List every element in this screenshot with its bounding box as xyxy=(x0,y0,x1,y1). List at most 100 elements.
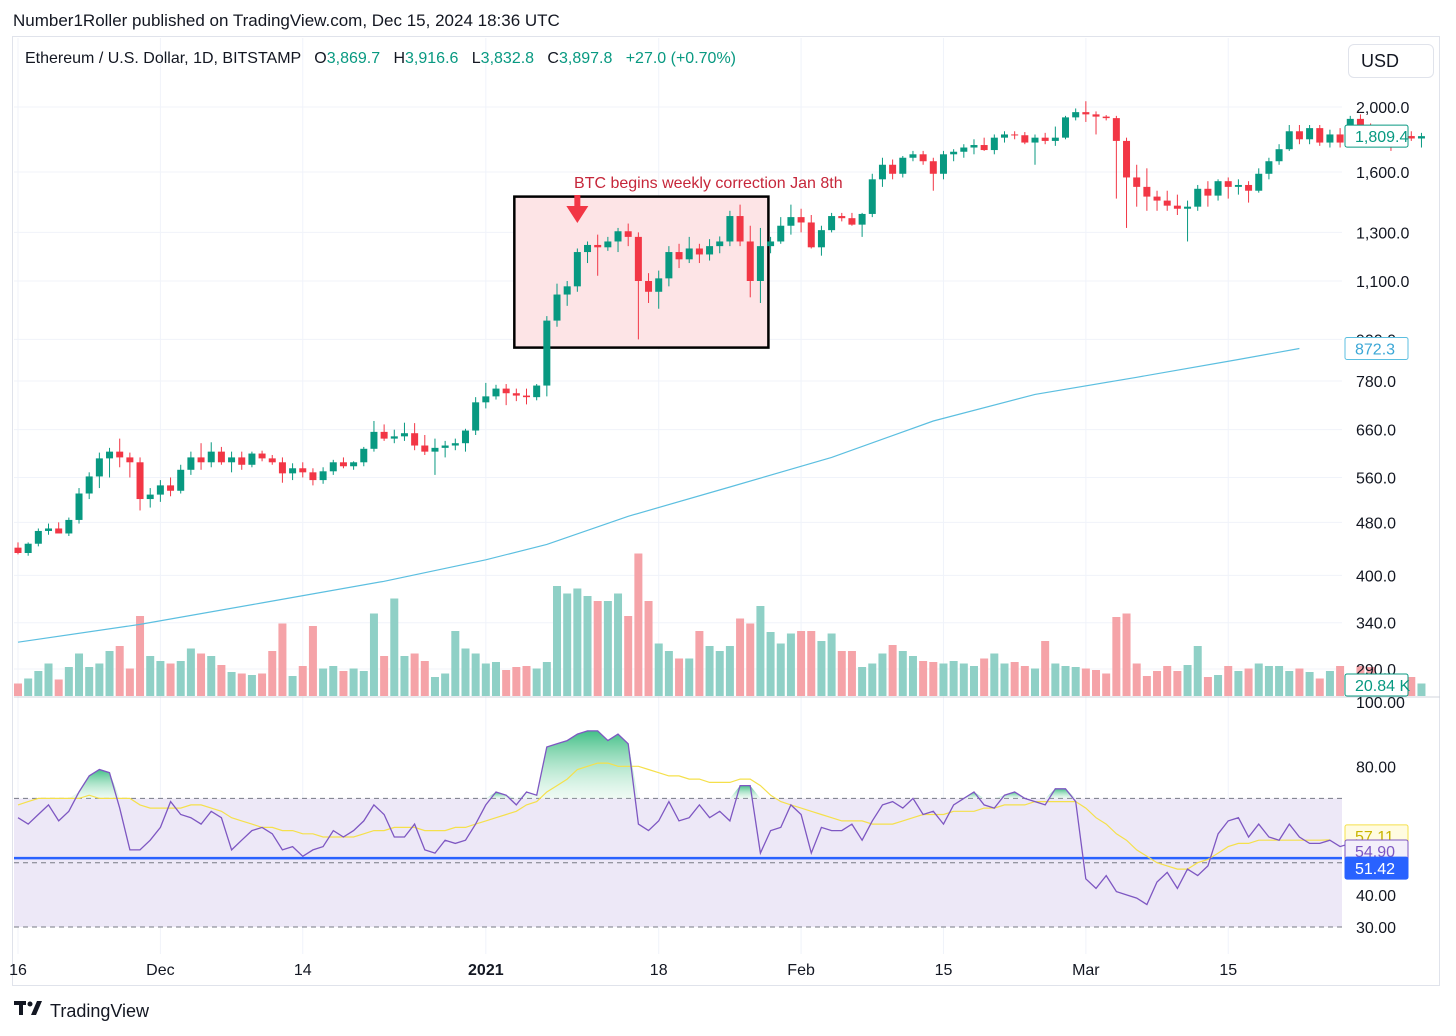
candle-body xyxy=(950,151,958,155)
volume-bar xyxy=(471,653,480,696)
volume-bar xyxy=(1041,641,1050,696)
price-tick-label: 780.0 xyxy=(1356,374,1396,391)
volume-bar xyxy=(969,666,978,696)
open-value: 3,869.7 xyxy=(326,50,381,67)
tradingview-brand[interactable]: TradingView xyxy=(14,1000,149,1022)
volume-bar xyxy=(675,658,684,696)
candle-body xyxy=(451,443,459,446)
candle-body xyxy=(441,445,449,448)
tradingview-logo-icon xyxy=(14,1000,44,1022)
candle-body xyxy=(339,462,347,467)
candle-body xyxy=(45,528,53,531)
candle-body xyxy=(584,244,592,253)
volume-bar xyxy=(522,666,531,696)
volume-bar xyxy=(939,663,948,696)
volume-bar xyxy=(54,679,63,696)
volume-bar xyxy=(990,653,999,696)
rsi-ma-line xyxy=(17,762,1330,870)
volume-bar xyxy=(573,588,582,696)
volume-bar xyxy=(1264,666,1273,696)
low-value: 3,832.8 xyxy=(480,50,535,67)
volume-bar xyxy=(858,667,867,696)
volume-bar xyxy=(898,651,907,696)
volume-bar xyxy=(461,648,470,696)
candle-body xyxy=(370,431,378,449)
time-axis: 16 Dec 14 2021 18 Feb 15 Mar 15 xyxy=(9,962,1237,979)
volume-value-tag-box xyxy=(1344,673,1409,697)
candle-body xyxy=(1041,137,1049,141)
candle-body xyxy=(817,230,825,248)
arrow-icon-stem xyxy=(574,195,581,207)
candle-body xyxy=(1265,161,1273,174)
open-label: O xyxy=(314,50,327,67)
volume-bar xyxy=(410,653,419,696)
candle-body xyxy=(878,164,886,180)
volume-bar xyxy=(1193,646,1202,696)
volume-bar xyxy=(614,593,623,696)
candle-body xyxy=(1356,118,1364,126)
volume-bar xyxy=(817,641,826,696)
rsi-overbought-fill xyxy=(729,785,761,799)
publisher-attribution: Number1Roller published on TradingView.c… xyxy=(13,11,560,30)
volume-bar xyxy=(329,666,338,696)
volume-bar xyxy=(868,663,877,696)
volume-bar xyxy=(888,645,897,696)
candle-body xyxy=(797,217,805,223)
candle-body xyxy=(939,154,947,174)
candle-body xyxy=(1194,188,1202,207)
volume-bar xyxy=(451,631,460,696)
volume-bar xyxy=(430,677,439,696)
candle-body xyxy=(573,252,581,287)
volume-bar xyxy=(237,673,246,696)
volume-bar xyxy=(1336,666,1345,696)
candle-body xyxy=(65,519,73,534)
volume-bar xyxy=(268,651,277,696)
volume-bar xyxy=(776,643,785,696)
volume-bar xyxy=(532,668,541,696)
candle-body xyxy=(726,216,734,242)
candle-body xyxy=(624,231,632,237)
rsi-tick-label: 80.00 xyxy=(1356,759,1396,776)
volume-bar xyxy=(1407,677,1416,696)
volume-bar xyxy=(949,661,958,696)
candle-body xyxy=(858,213,866,225)
volume-bar xyxy=(786,633,795,696)
candle-body xyxy=(126,457,134,463)
symbol-name[interactable]: Ethereum / U.S. Dollar, 1D, BITSTAMP xyxy=(25,50,301,67)
volume-bar xyxy=(959,663,968,696)
volume-bar xyxy=(725,646,734,696)
volume-bar xyxy=(491,662,500,696)
volume-bar xyxy=(827,633,836,696)
candle-body xyxy=(1285,131,1293,150)
volume-bar xyxy=(176,661,185,696)
currency-button[interactable]: USD xyxy=(1348,44,1434,78)
volume-bar xyxy=(705,646,714,696)
candle-body xyxy=(85,476,93,494)
candle-body xyxy=(411,433,419,446)
volume-bar xyxy=(766,632,775,696)
candle-body xyxy=(756,246,764,281)
baseline-value-tag: 51.42 xyxy=(1344,856,1409,880)
candle-body xyxy=(75,493,83,520)
volume-bar xyxy=(308,626,317,696)
candle-body xyxy=(1255,173,1263,191)
rsi-overbought-fill xyxy=(963,792,985,799)
candle-body xyxy=(1153,196,1161,201)
candle-body xyxy=(472,402,480,431)
volume-bar xyxy=(319,668,328,696)
price-tick-label: 1,300.0 xyxy=(1356,225,1409,242)
candle-body xyxy=(685,248,693,260)
candle-body xyxy=(990,137,998,151)
last-price-tag: 1,809.4 xyxy=(1344,124,1409,148)
last-price-tag-box xyxy=(1344,124,1409,148)
candle-body xyxy=(665,252,673,279)
candle-body xyxy=(217,451,225,463)
candle-body xyxy=(807,222,815,248)
rsi-line xyxy=(17,730,1361,906)
candle-body xyxy=(1163,200,1171,206)
candle-body xyxy=(1062,117,1070,138)
time-tick-label: 15 xyxy=(935,962,953,979)
volume-bar xyxy=(298,666,307,696)
candle-body xyxy=(492,388,500,397)
